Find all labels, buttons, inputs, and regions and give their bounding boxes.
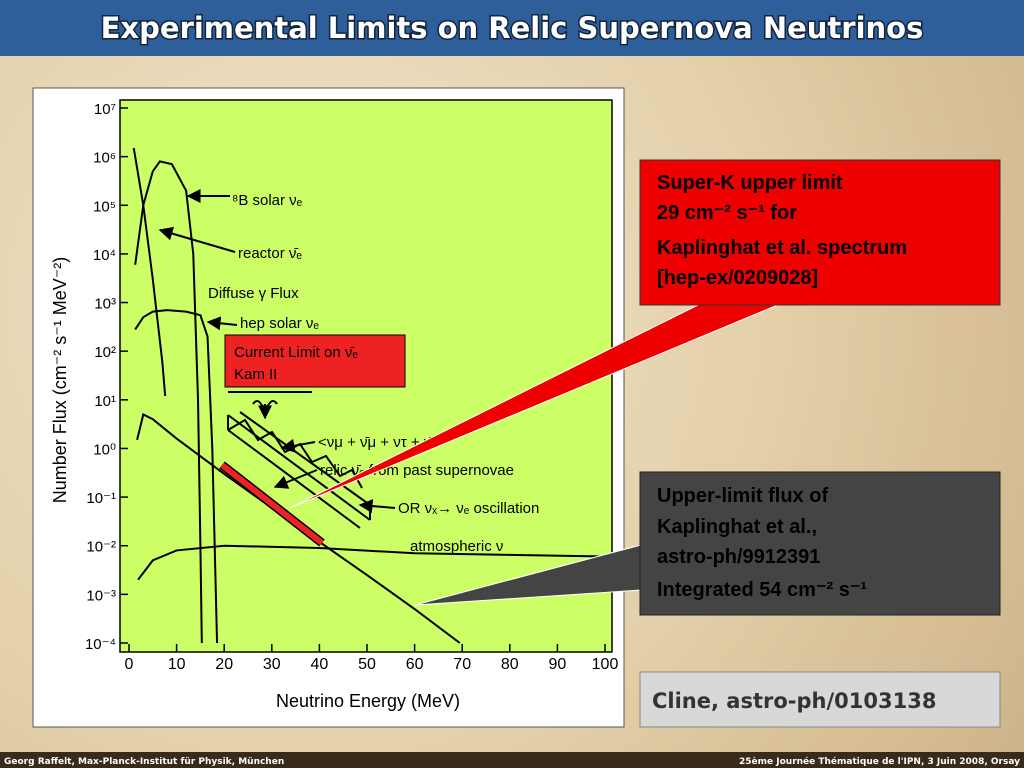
x-tick-label: 0: [125, 656, 134, 673]
y-tick-label: 10⁻¹: [86, 490, 116, 507]
footer-right: 25ème Journée Thématique de l'IPN, 3 Jui…: [739, 756, 1020, 767]
x-axis-label: Neutrino Energy (MeV): [276, 691, 460, 711]
current-limit-box: [224, 334, 406, 388]
footer-left: Georg Raffelt, Max-Planck-Institut für P…: [4, 757, 284, 767]
annotation: Current Limit on ν̄ₑ: [234, 344, 358, 361]
annotation-arrows: [158, 189, 396, 529]
y-tick-label: 10²: [94, 344, 116, 361]
y-axis-label: Number Flux (cm⁻² s⁻¹ MeV⁻²): [50, 257, 70, 504]
callout-text: Integrated 54 cm⁻² s⁻¹: [657, 579, 867, 601]
citation: Cline, astro-ph/0103138: [652, 689, 936, 713]
y-tick-label: 10⁵: [93, 198, 116, 215]
y-tick-label: 10³: [94, 296, 116, 313]
callout-text: [hep-ex/0209028]: [657, 267, 818, 289]
callout-upper: [639, 471, 1001, 616]
annotation: Kam II: [234, 366, 277, 383]
annotation: ⁸B solar νₑ: [232, 192, 303, 209]
callout-text: Kaplinghat et al. spectrum: [657, 237, 907, 259]
annotation: reactor ν̄ₑ: [238, 245, 302, 262]
y-tick-label: 10¹: [94, 393, 116, 410]
callout-text: Super-K upper limit: [657, 172, 843, 194]
x-tick-label: 30: [263, 656, 281, 673]
flux-curve: [134, 309, 219, 644]
x-tick-label: 60: [406, 656, 424, 673]
callout-text: 29 cm⁻² s⁻¹ for: [657, 202, 797, 224]
x-tick-label: 50: [358, 656, 376, 673]
x-tick-label: 80: [501, 656, 519, 673]
x-tick-label: 90: [549, 656, 567, 673]
annotation: Diffuse γ Flux: [208, 285, 299, 302]
callout-text: Upper-limit flux of: [657, 485, 828, 507]
y-tick-label: 10⁻²: [86, 539, 116, 556]
y-tick-label: 10⁻⁴: [85, 636, 116, 653]
y-tick-label: 10⁰: [93, 441, 116, 458]
citation-box: [639, 671, 1001, 728]
slide-title: Experimental Limits on Relic Supernova N…: [101, 11, 924, 45]
title-bar: [0, 0, 1024, 56]
x-tick-label: 40: [311, 656, 329, 673]
superk-limit: [220, 462, 324, 546]
y-tick-label: 10⁻³: [86, 587, 116, 604]
callout-text: Kaplinghat et al.,: [657, 516, 817, 538]
flux-curve: [132, 147, 167, 397]
footer-bar: [0, 752, 1024, 768]
x-tick-label: 10: [168, 656, 186, 673]
annotation: hep solar νₑ: [240, 315, 319, 332]
x-tick-label: 100: [592, 656, 619, 673]
callout-superk: [639, 159, 1001, 306]
x-tick-label: 70: [453, 656, 471, 673]
y-tick-label: 10⁴: [93, 247, 116, 264]
annotation: OR νₓ→ νₑ oscillation: [398, 500, 539, 517]
flux-curve: [134, 160, 203, 644]
x-tick-label: 20: [215, 656, 233, 673]
y-tick-label: 10⁷: [94, 101, 116, 118]
flux-curve: [137, 544, 606, 581]
y-tick-label: 10⁶: [93, 150, 116, 167]
callout-text: astro-ph/9912391: [657, 546, 820, 568]
annotation: atmospheric ν: [410, 538, 503, 555]
